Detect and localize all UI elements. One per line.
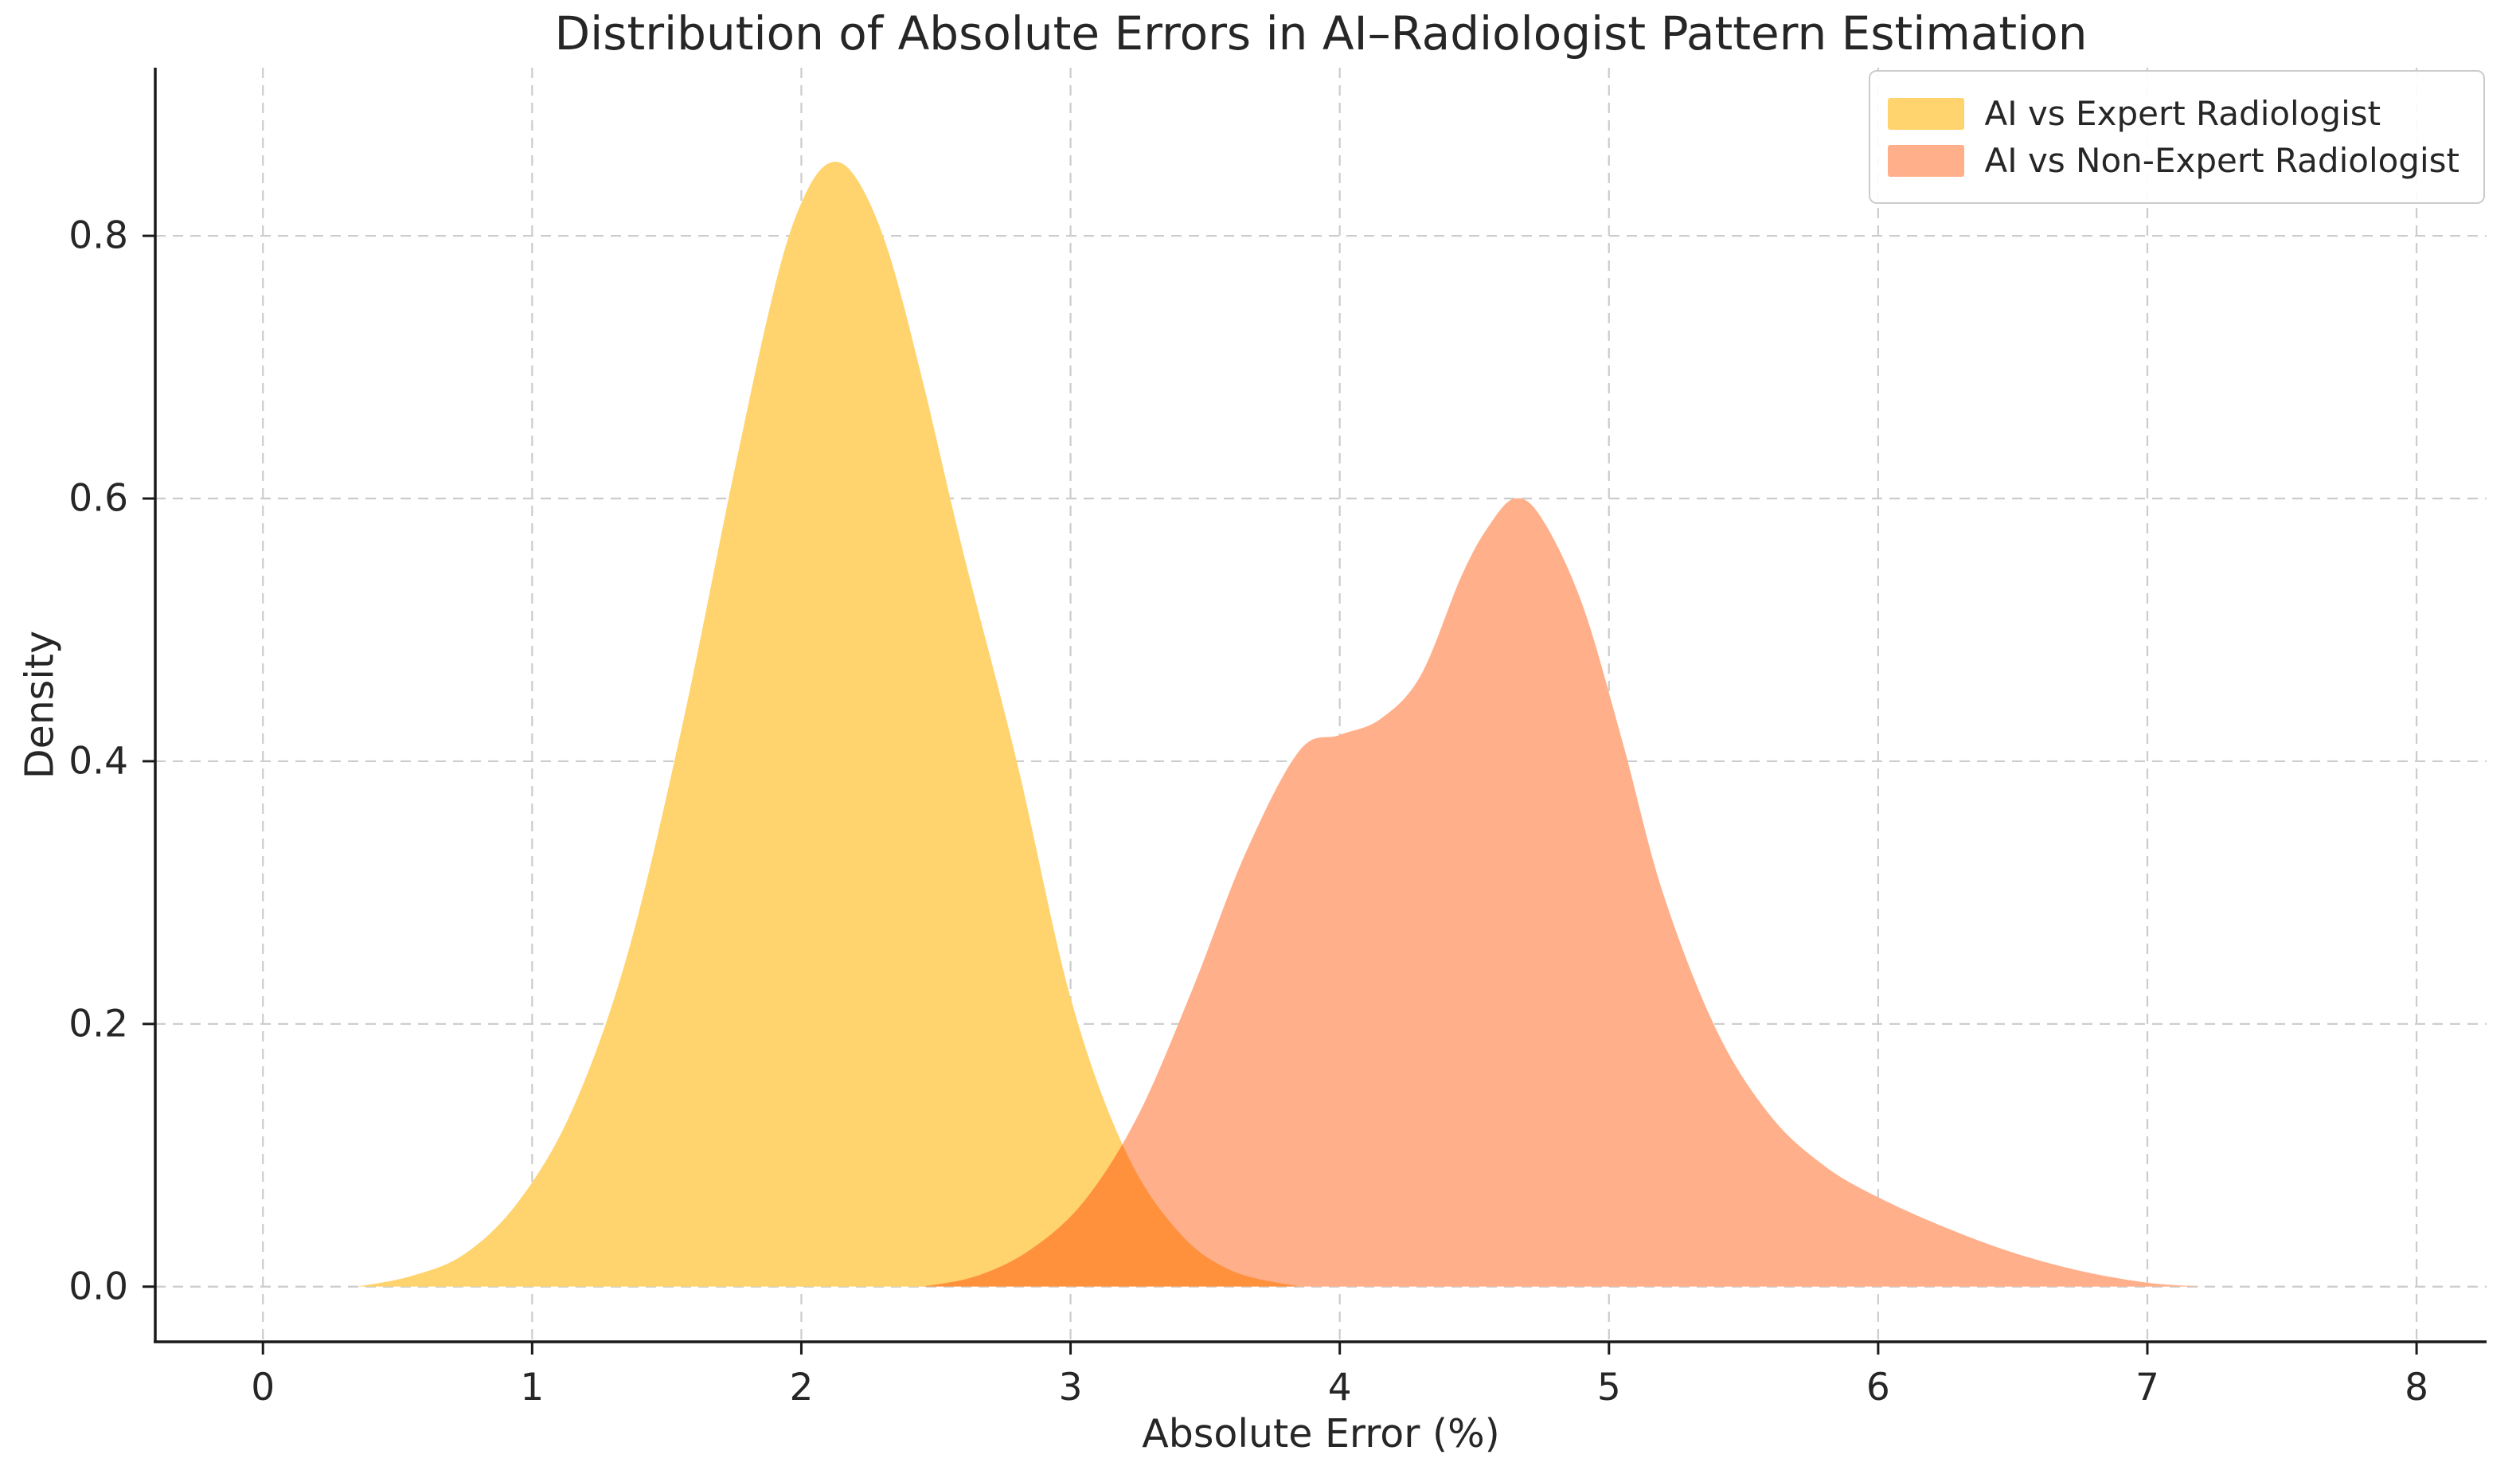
kde-fills xyxy=(357,162,2202,1287)
chart-title: Distribution of Absolute Errors in AI–Ra… xyxy=(554,6,2088,61)
y-axis-label: Density xyxy=(17,630,63,780)
kde-area-nonexpert xyxy=(922,498,2202,1287)
x-tick-label: 6 xyxy=(1866,1366,1890,1409)
legend: AI vs Expert Radiologist AI vs Non-Exper… xyxy=(1868,70,2485,204)
x-tick-label: 8 xyxy=(2405,1366,2429,1409)
legend-swatch-expert xyxy=(1887,97,1964,130)
x-tick-label: 7 xyxy=(2135,1366,2159,1409)
legend-entry-nonexpert: AI vs Non-Expert Radiologist xyxy=(1887,141,2460,180)
x-tick-label: 5 xyxy=(1596,1366,1621,1409)
y-tick-label: 0.2 xyxy=(68,1002,128,1046)
x-tick-label: 3 xyxy=(1058,1366,1083,1409)
x-tick-label: 1 xyxy=(520,1366,545,1409)
y-tick-label: 0.0 xyxy=(68,1265,128,1309)
x-tick-label: 2 xyxy=(789,1366,814,1409)
tick-marks xyxy=(143,234,2418,1355)
legend-label-expert: AI vs Expert Radiologist xyxy=(1984,94,2381,133)
axes-spines xyxy=(154,68,2487,1343)
legend-label-nonexpert: AI vs Non-Expert Radiologist xyxy=(1984,141,2460,180)
x-axis-label: Absolute Error (%) xyxy=(1142,1411,1500,1456)
y-tick-label: 0.4 xyxy=(68,739,128,784)
legend-entry-expert: AI vs Expert Radiologist xyxy=(1887,94,2460,133)
x-tick-label: 4 xyxy=(1327,1366,1352,1409)
y-tick-label: 0.6 xyxy=(68,476,128,521)
x-tick-label: 0 xyxy=(251,1366,275,1409)
legend-swatch-nonexpert xyxy=(1887,144,1964,177)
y-tick-label: 0.8 xyxy=(68,213,128,258)
kde-area-expert xyxy=(357,162,1299,1287)
